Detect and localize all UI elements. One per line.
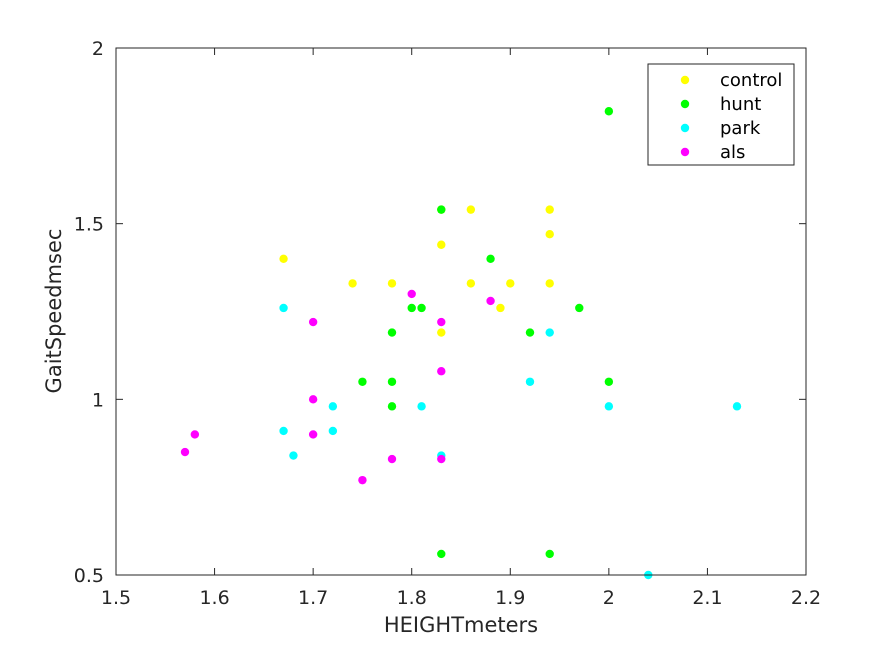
x-axis-label: HEIGHTmeters [384,613,538,637]
point-control [279,254,288,263]
legend-label-control: control [720,70,782,91]
point-hunt [387,377,397,386]
point-als [486,296,495,306]
point-control [545,279,554,288]
legend-label-hunt: hunt [720,94,761,115]
legend: control hunt park als [647,63,795,166]
point-hunt [575,303,584,313]
point-hunt [387,402,397,411]
point-control [496,303,505,313]
point-als [308,395,318,404]
point-hunt [407,303,416,313]
point-hunt [604,377,614,386]
point-park [525,377,535,386]
point-hunt [486,254,495,263]
legend-label-park: park [720,118,761,139]
point-control [466,279,476,288]
point-park [279,303,288,313]
point-park [417,402,426,411]
point-control [437,328,446,337]
y-axis-label: GaitSpeedmsec [42,229,66,394]
point-als [437,317,446,327]
point-hunt [604,107,614,116]
point-als [308,430,318,439]
point-als [437,367,446,376]
point-control [545,205,554,214]
point-als [308,317,318,327]
point-control [545,230,554,239]
point-hunt [387,328,397,337]
point-park [328,426,338,436]
point-als [437,454,446,464]
point-park [279,426,288,436]
point-control [466,205,476,214]
point-als [407,289,416,299]
x-tick-label: 1.8 [397,587,427,609]
data-points [180,107,742,580]
point-park [604,402,614,411]
point-als [190,430,200,439]
point-hunt [525,328,535,337]
point-park [289,451,298,460]
x-tick-label: 2 [603,587,615,609]
legend-marker-control [680,75,690,85]
x-tick-label: 1.5 [101,587,131,609]
y-tick-label: 2 [92,38,104,60]
plot-area [115,47,807,576]
point-park [328,402,338,411]
point-hunt [545,549,554,559]
y-tick-label: 0.5 [74,565,104,587]
legend-box [647,63,795,166]
point-hunt [417,303,426,313]
legend-label-als: als [720,142,745,163]
x-tick-label: 2.2 [791,587,821,609]
point-control [506,279,515,288]
legend-marker-hunt [680,99,690,109]
legend-marker-park [680,123,690,133]
axis-ticks: 1.5 1.6 1.7 1.8 1.9 2 2.1 2.2 0.5 1 1.5 2 [74,38,821,609]
point-control [348,279,357,288]
x-tick-label: 1.7 [298,587,328,609]
point-hunt [437,549,446,559]
point-hunt [437,205,446,214]
y-tick-label: 1 [92,389,104,411]
x-tick-label: 2.1 [692,587,722,609]
point-control [437,240,446,249]
x-tick-label: 1.6 [199,587,229,609]
legend-marker-als [680,147,690,157]
y-tick-label: 1.5 [74,214,104,236]
point-control [387,279,397,288]
point-park [732,402,742,411]
x-tick-label: 1.9 [495,587,525,609]
point-als [387,454,397,464]
point-park [545,328,554,337]
point-als [180,447,190,457]
point-als [358,475,367,485]
point-hunt [358,377,367,386]
